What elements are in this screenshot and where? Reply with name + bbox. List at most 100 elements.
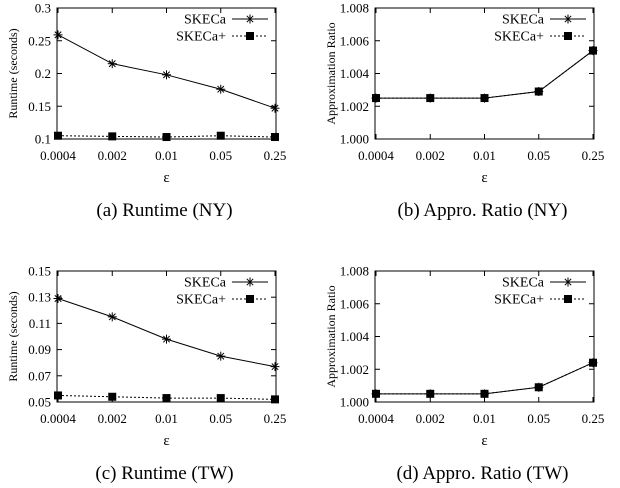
data-point — [108, 392, 117, 401]
x-tick-label: 0.05 — [209, 148, 232, 163]
y-tick-label: 1.006 — [340, 296, 370, 311]
y-axis-label: Approximation Ratio — [324, 285, 338, 387]
x-axis-label: ε — [163, 170, 169, 186]
data-point — [534, 383, 543, 392]
x-tick-label: 0.01 — [473, 148, 496, 163]
series-line — [376, 362, 594, 395]
legend-marker — [564, 32, 572, 40]
y-tick-label: 1.000 — [340, 132, 369, 147]
legend-marker — [563, 277, 573, 287]
y-axis-label: Runtime (seconds) — [6, 291, 20, 381]
x-tick-label: 0.05 — [209, 411, 232, 426]
y-tick-label: 0.3 — [35, 1, 51, 16]
y-tick-label: 0.13 — [28, 290, 51, 305]
data-point — [54, 131, 62, 140]
series-line — [376, 362, 594, 395]
y-tick-label: 0.1 — [35, 132, 51, 147]
y-tick-label: 0.09 — [28, 342, 51, 357]
y-tick-label: 1.008 — [340, 1, 369, 16]
y-tick-label: 0.05 — [28, 395, 51, 410]
y-tick-label: 1.000 — [340, 395, 369, 410]
x-tick-label: 0.05 — [527, 411, 550, 426]
data-point — [53, 294, 63, 304]
series-skeca — [53, 294, 280, 372]
data-point — [162, 70, 171, 80]
data-point — [480, 94, 489, 103]
x-axis-label: ε — [481, 170, 487, 186]
data-point — [270, 103, 280, 113]
x-tick-label: 0.0004 — [40, 411, 76, 426]
data-point — [162, 394, 171, 403]
legend-label: SKECa+ — [494, 30, 544, 45]
data-point — [271, 395, 279, 404]
data-point — [162, 133, 171, 142]
x-tick-label: 0.002 — [416, 148, 445, 163]
data-point — [216, 394, 225, 403]
series-line — [376, 50, 594, 99]
legend-marker — [246, 32, 254, 40]
legend: SKECa SKECa+ — [494, 13, 586, 45]
data-point — [216, 351, 226, 361]
y-tick-label: 1.006 — [340, 33, 370, 48]
data-point — [107, 312, 117, 322]
data-point — [480, 389, 489, 398]
series-skeca-plus — [54, 391, 279, 404]
y-tick-label: 1.002 — [340, 99, 369, 114]
y-tick-label: 1.002 — [340, 362, 369, 377]
legend-label: SKECa — [502, 13, 545, 28]
x-tick-label: 0.0004 — [358, 411, 394, 426]
series-line — [376, 50, 594, 99]
legend-label: SKECa — [184, 276, 227, 291]
data-point — [372, 94, 380, 103]
panel-caption: (c) Runtime (TW) — [95, 463, 233, 484]
y-tick-label: 1.008 — [340, 264, 369, 279]
legend-marker — [563, 14, 573, 24]
data-point — [216, 131, 225, 140]
y-tick-label: 0.25 — [28, 33, 51, 48]
chart-panel: 1.000 1.002 1.004 1.006 1.008 0.0004 0.002 0.01… — [324, 1, 604, 222]
x-tick-label: 0.01 — [155, 148, 178, 163]
series-line — [57, 298, 276, 368]
data-point — [107, 59, 117, 69]
panel-caption: (b) Appro. Ratio (NY) — [398, 200, 568, 221]
x-tick-label: 0.01 — [155, 411, 178, 426]
legend-marker — [564, 295, 572, 303]
x-axis-label: ε — [163, 433, 169, 449]
x-tick-label: 0.002 — [416, 411, 445, 426]
x-tick-label: 0.25 — [264, 148, 287, 163]
legend: SKECa SKECa+ — [176, 13, 268, 45]
data-point — [589, 358, 597, 367]
y-tick-label: 0.15 — [28, 264, 51, 279]
y-tick-label: 0.2 — [35, 66, 51, 81]
x-tick-label: 0.25 — [582, 411, 605, 426]
x-tick-label: 0.0004 — [40, 148, 76, 163]
data-point — [216, 84, 226, 94]
x-tick-label: 0.05 — [527, 148, 550, 163]
legend: SKECa SKECa+ — [494, 276, 586, 308]
chart-panel: 0.1 0.15 0.2 0.25 0.3 0.0004 0.002 0.01 0.05 0.25… — [6, 1, 286, 222]
y-axis-label: Approximation Ratio — [324, 22, 338, 124]
data-point — [372, 389, 380, 398]
data-point — [54, 391, 62, 400]
y-tick-label: 0.15 — [28, 99, 51, 114]
data-point — [589, 46, 597, 55]
panel-caption: (d) Appro. Ratio (TW) — [396, 463, 568, 484]
data-point — [53, 30, 63, 40]
legend-label: SKECa+ — [494, 293, 544, 308]
legend-marker — [245, 277, 255, 287]
chart-panel: 0.05 0.07 0.09 0.11 0.13 0.15 0.0004 0.002 0.01 0… — [6, 264, 286, 485]
x-axis-label: ε — [481, 433, 487, 449]
legend-marker — [245, 14, 255, 24]
legend-label: SKECa+ — [176, 30, 226, 45]
y-tick-label: 0.11 — [29, 316, 51, 331]
data-point — [426, 94, 435, 103]
data-point — [271, 133, 279, 142]
x-tick-label: 0.002 — [98, 148, 127, 163]
legend-marker — [246, 295, 254, 303]
plot-frame — [374, 7, 595, 140]
data-point — [426, 389, 435, 398]
data-point — [270, 362, 280, 372]
data-point — [108, 132, 117, 141]
y-tick-label: 1.004 — [340, 66, 370, 81]
